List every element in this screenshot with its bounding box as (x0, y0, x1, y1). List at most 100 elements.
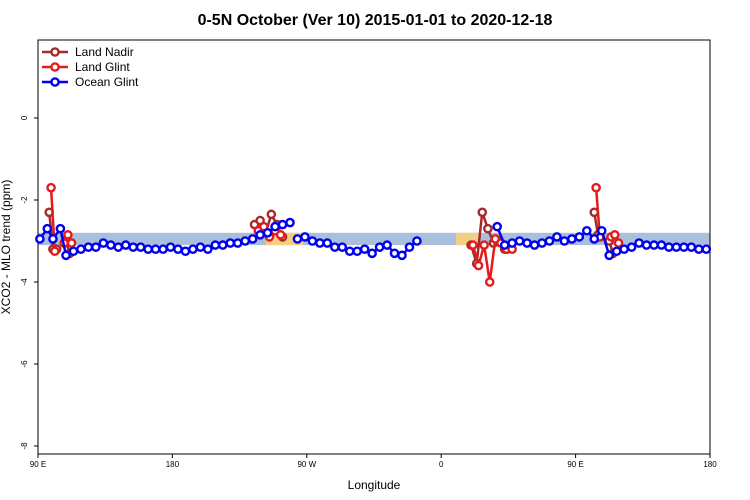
data-point-ocean-glint-1-11 (374, 242, 385, 252)
chart-title: 0-5N October (Ver 10) 2015-01-01 to 2020… (198, 12, 553, 29)
data-point-ocean-glint-2-6 (537, 238, 547, 248)
data-point-ocean-glint-0-9 (98, 238, 109, 248)
data-point-ocean-glint-2-14 (596, 225, 607, 236)
data-point-ocean-glint-2-23 (664, 242, 674, 252)
data-point-land-glint-3-3 (484, 277, 495, 287)
series-land-glint (46, 182, 624, 287)
legend-item-land-nadir: Land Nadir (42, 45, 134, 59)
data-point-ocean-glint-2-12 (582, 225, 592, 236)
data-point-ocean-glint-2-19 (634, 238, 644, 248)
data-point-ocean-glint-0-23 (203, 244, 213, 254)
data-point-ocean-glint-0-14 (135, 242, 146, 252)
data-point-ocean-glint-1-6 (337, 242, 348, 252)
data-point-ocean-glint-2-7 (544, 236, 555, 246)
data-point-ocean-glint-0-5 (68, 246, 79, 257)
data-point-ocean-glint-1-8 (352, 246, 363, 257)
data-point-ocean-glint-0-18 (165, 242, 176, 252)
data-point-ocean-glint-1-2 (307, 236, 318, 246)
data-point-ocean-glint-0-15 (143, 244, 153, 254)
data-point-ocean-glint-2-16 (611, 246, 622, 257)
data-point-ocean-glint-0-26 (225, 238, 236, 248)
data-point-ocean-glint-2-24 (671, 242, 682, 252)
data-point-ocean-glint-2-18 (626, 242, 637, 252)
data-point-ocean-glint-0-7 (83, 242, 94, 252)
x-axis-ticks: 90 E 180 90 W 0 90 E 180 (30, 454, 717, 469)
data-point-ocean-glint-0-8 (91, 242, 101, 252)
legend-label-land-glint: Land Glint (75, 60, 130, 74)
data-point-ocean-glint-2-9 (559, 236, 570, 246)
series-layer (35, 182, 712, 287)
data-point-ocean-glint-2-22 (656, 240, 667, 250)
data-point-land-glint-1-1 (63, 230, 73, 240)
data-point-ocean-glint-0-31 (262, 227, 273, 238)
data-point-land-nadir-2-3 (266, 209, 277, 220)
legend-label-land-nadir: Land Nadir (75, 45, 134, 59)
data-point-ocean-glint-2-25 (679, 242, 689, 252)
legend-marker-ocean-glint (50, 77, 60, 87)
data-point-ocean-glint-2-27 (694, 244, 704, 254)
legend-item-land-glint: Land Glint (42, 60, 130, 74)
data-point-ocean-glint-0-0 (35, 234, 45, 244)
y-tick-label-1: -2 (20, 196, 29, 204)
data-point-ocean-glint-0-20 (180, 246, 191, 257)
y-tick-label-4: -8 (20, 442, 29, 450)
data-point-ocean-glint-2-13 (589, 234, 600, 244)
data-point-ocean-glint-1-3 (315, 238, 325, 248)
data-point-ocean-glint-0-10 (106, 240, 116, 250)
data-point-ocean-glint-0-13 (128, 242, 138, 252)
data-point-ocean-glint-0-29 (247, 234, 258, 244)
data-point-land-glint-0-0 (46, 182, 56, 193)
data-point-ocean-glint-0-19 (173, 244, 183, 254)
data-point-land-glint-5-2 (613, 238, 624, 248)
data-point-land-glint-1-2 (66, 238, 77, 248)
data-point-ocean-glint-0-33 (277, 219, 288, 230)
y-tick-label-0: 0 (20, 115, 29, 120)
data-point-ocean-glint-0-11 (113, 242, 124, 252)
data-point-ocean-glint-2-8 (552, 232, 562, 242)
data-point-land-glint-5-1 (610, 230, 620, 240)
data-point-ocean-glint-0-1 (42, 223, 53, 234)
y-axis-label: XCO2 - MLO trend (ppm) (0, 180, 13, 315)
data-point-ocean-glint-0-24 (210, 240, 221, 250)
data-point-ocean-glint-0-30 (255, 230, 265, 240)
data-point-ocean-glint-1-10 (367, 248, 377, 259)
x-tick-label-2: 90 W (297, 460, 316, 469)
data-point-ocean-glint-1-15 (404, 242, 415, 252)
legend-marker-land-glint (50, 62, 60, 72)
data-point-ocean-glint-2-4 (522, 238, 532, 248)
y-tick-label-2: -4 (20, 278, 29, 286)
data-point-ocean-glint-2-15 (604, 250, 615, 261)
data-point-ocean-glint-0-12 (120, 240, 131, 250)
data-point-ocean-glint-1-14 (397, 250, 407, 261)
x-axis-label: Longitude (348, 478, 401, 492)
legend-item-ocean-glint: Ocean Glint (42, 75, 139, 89)
data-point-ocean-glint-0-16 (150, 244, 161, 254)
x-tick-label-1: 180 (166, 460, 180, 469)
data-point-ocean-glint-0-3 (55, 223, 66, 234)
data-point-land-glint-3-0 (468, 240, 478, 250)
data-point-ocean-glint-0-22 (195, 242, 206, 252)
data-point-ocean-glint-1-5 (329, 242, 340, 252)
data-point-land-nadir-3-2 (477, 207, 488, 218)
data-point-ocean-glint-1-9 (359, 244, 370, 254)
data-point-ocean-glint-1-1 (300, 232, 310, 242)
x-tick-label-5: 180 (703, 460, 717, 469)
data-point-ocean-glint-2-1 (499, 240, 510, 250)
x-tick-label-4: 90 E (567, 460, 583, 469)
data-point-ocean-glint-0-6 (76, 244, 86, 254)
data-point-ocean-glint-2-3 (514, 236, 525, 246)
data-point-ocean-glint-0-32 (270, 221, 280, 232)
data-point-ocean-glint-1-13 (389, 248, 400, 259)
data-point-ocean-glint-0-34 (285, 217, 295, 228)
data-point-ocean-glint-2-21 (649, 240, 659, 250)
data-point-ocean-glint-1-0 (292, 234, 303, 244)
data-point-land-nadir-3-3 (483, 223, 493, 234)
data-point-ocean-glint-2-28 (701, 244, 712, 254)
data-point-ocean-glint-2-5 (529, 240, 540, 250)
data-point-ocean-glint-0-28 (240, 236, 250, 246)
data-point-land-glint-3-1 (473, 260, 484, 271)
data-point-ocean-glint-2-11 (574, 232, 585, 242)
data-point-ocean-glint-0-17 (158, 244, 168, 254)
data-point-ocean-glint-2-17 (619, 244, 629, 254)
